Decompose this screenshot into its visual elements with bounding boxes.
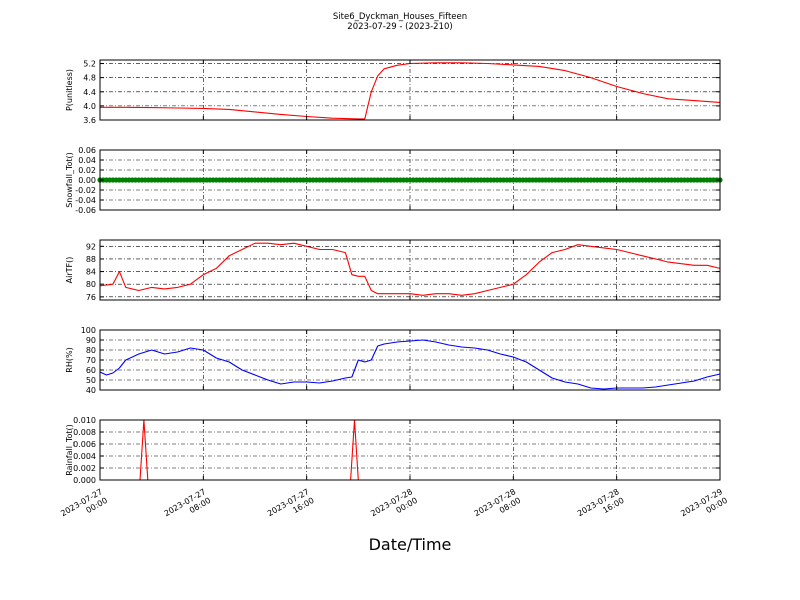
y-tick-label: 5.2 — [83, 60, 96, 69]
y-axis-label: RH(%) — [65, 347, 74, 372]
x-tick-label: 2023-07-2708:00 — [163, 487, 213, 527]
x-tick-label: 2023-07-2800:00 — [369, 487, 419, 527]
y-tick-label: 4.8 — [83, 74, 96, 83]
series-line — [99, 242, 721, 296]
y-tick-label: -0.04 — [75, 196, 96, 205]
y-tick-label: 0.06 — [78, 146, 96, 155]
y-tick-label: 0.02 — [78, 166, 96, 175]
y-tick-labels: 0.060.040.020.00-0.02-0.04-0.06 — [75, 146, 720, 215]
y-tick-label: 0.008 — [73, 428, 96, 437]
y-tick-labels: 0.010 0.008 0.006 0.004 0.002 0.000 — [73, 416, 720, 485]
series-line — [100, 62, 721, 120]
y-axis-label: AirTF() — [65, 257, 74, 284]
y-tick-label: 3.6 — [83, 116, 96, 125]
y-axis-label: Rainfall_Tot() — [65, 424, 74, 476]
x-tick-label: 2023-07-2816:00 — [576, 487, 626, 527]
panel-2: 0.060.040.020.00-0.02-0.04-0.06Snowfall_… — [65, 146, 723, 215]
figure-title: Site6_Dyckman_Houses_Fifteen — [333, 12, 467, 22]
y-axis-label: Snowfall_Tot() — [65, 152, 74, 208]
y-tick-label: 76 — [86, 293, 96, 302]
figure-subtitle: 2023-07-29 - (2023-210) — [347, 22, 452, 32]
grid-lines — [99, 60, 721, 121]
y-tick-label: 0.00 — [78, 176, 96, 185]
y-tick-label: 50 — [86, 376, 96, 385]
y-tick-label: 0.006 — [73, 440, 96, 449]
panels-group: 5.24.84.44.03.6P(unitless)0.060.040.020.… — [65, 59, 723, 485]
x-tick-label: 2023-07-2900:00 — [679, 487, 729, 527]
y-tick-label: 0.000 — [73, 476, 96, 485]
y-tick-label: 40 — [86, 386, 96, 395]
y-tick-labels: 92 88 84 80 76 — [86, 242, 720, 302]
y-tick-label: -0.02 — [75, 186, 96, 195]
panel-3: 92 88 84 80 76 AirTF() — [65, 239, 721, 302]
x-tick-label: 2023-07-2716:00 — [266, 487, 316, 527]
y-tick-label: 84 — [86, 268, 96, 277]
x-tick-label: 2023-07-2808:00 — [473, 487, 523, 527]
y-tick-label: 100 — [81, 326, 96, 335]
y-tick-label: 88 — [86, 255, 96, 264]
x-tick-labels: 2023-07-2700:00 2023-07-2708:00 2023-07-27… — [59, 487, 729, 527]
grid-lines — [99, 240, 721, 300]
y-tick-label: 0.002 — [73, 464, 96, 473]
y-tick-label: 0.004 — [73, 452, 96, 461]
x-axis-label: Date/Time — [369, 535, 452, 554]
y-tick-label: 92 — [86, 242, 96, 251]
y-tick-label: 90 — [86, 336, 96, 345]
series-points — [97, 177, 723, 183]
y-tick-label: 4.4 — [83, 88, 96, 97]
y-axis-label: P(unitless) — [65, 69, 74, 111]
y-tick-label: 4.0 — [83, 102, 96, 111]
y-tick-label: 80 — [86, 346, 96, 355]
panel-5: 0.010 0.008 0.006 0.004 0.002 0.000Rainfall_T… — [65, 416, 721, 485]
grid-lines — [99, 329, 721, 391]
y-tick-label: 0.04 — [78, 156, 96, 165]
grid-lines — [99, 419, 721, 481]
panel-1: 5.2 4.8 4.4 4.0 3.6 P(unitless) — [65, 59, 721, 125]
y-tick-label: 60 — [86, 366, 96, 375]
y-tick-label: -0.06 — [75, 206, 96, 215]
series-line — [99, 339, 721, 390]
y-tick-labels: 5.2 4.8 4.4 4.0 3.6 — [83, 60, 720, 125]
x-tick-label: 2023-07-2700:00 — [59, 487, 109, 527]
y-tick-label: 0.010 — [73, 416, 96, 425]
y-tick-label: 80 — [86, 280, 96, 289]
y-tick-label: 70 — [86, 356, 96, 365]
